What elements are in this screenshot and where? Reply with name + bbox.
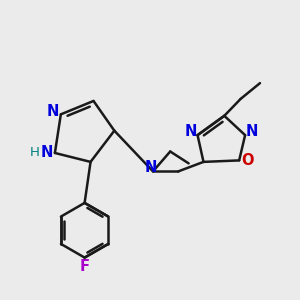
Text: N: N <box>40 145 53 160</box>
Text: F: F <box>80 259 90 274</box>
Text: H: H <box>30 146 40 159</box>
Text: N: N <box>46 104 59 119</box>
Text: O: O <box>241 153 254 168</box>
Text: N: N <box>185 124 197 139</box>
Text: N: N <box>144 160 157 175</box>
Text: N: N <box>245 124 258 139</box>
